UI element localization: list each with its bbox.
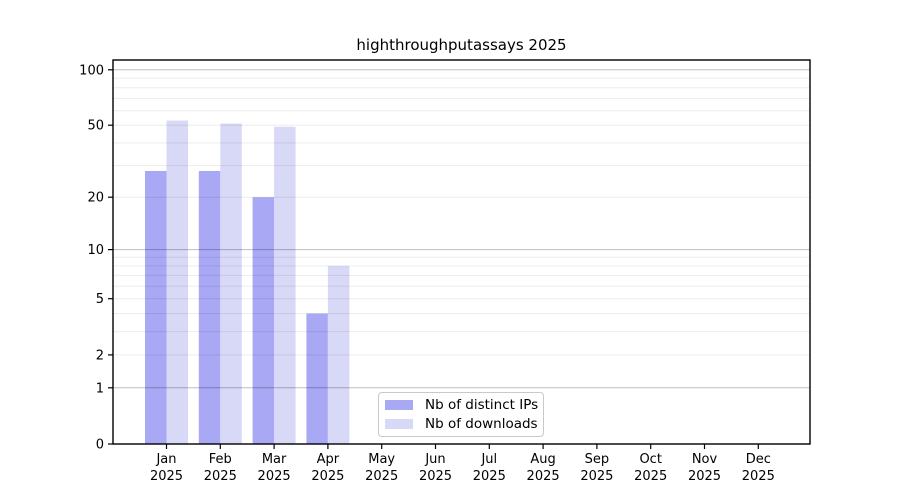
x-tick-label: Dec 2025: [742, 452, 775, 484]
bar-downloads-mar: [274, 126, 296, 445]
chart-legend: Nb of distinct IPs Nb of downloads: [378, 392, 544, 437]
legend-item-downloads: Nb of downloads: [385, 416, 538, 432]
y-tick-label: 10: [87, 243, 104, 258]
x-tick-label: Nov 2025: [688, 452, 721, 484]
bar-downloads-jan: [166, 120, 188, 444]
y-tick-label: 50: [87, 119, 104, 134]
bar-distinct-ips-jan: [145, 171, 167, 444]
y-tick-label: 1: [96, 381, 104, 396]
bar-downloads-feb: [220, 123, 242, 444]
bar-distinct-ips-apr: [306, 313, 328, 444]
x-tick-label: Jan 2025: [150, 452, 183, 484]
x-tick-label: May 2025: [365, 452, 398, 484]
legend-label: Nb of downloads: [425, 416, 538, 432]
y-tick-label: 20: [87, 191, 104, 206]
x-tick-label: Oct 2025: [634, 452, 667, 484]
bar-distinct-ips-feb: [198, 171, 221, 444]
x-tick-label: Aug 2025: [527, 452, 560, 484]
x-tick-label: Mar 2025: [258, 452, 291, 484]
legend-item-distinct-ips: Nb of distinct IPs: [385, 397, 539, 413]
x-tick-label: Apr 2025: [311, 452, 344, 484]
plot-border: [112, 59, 811, 445]
downloads-swatch: [385, 419, 413, 429]
y-tick-label: 5: [96, 292, 104, 307]
x-tick-label: Jul 2025: [473, 452, 506, 484]
chart-title: highthroughputassays 2025: [356, 36, 567, 54]
legend-label: Nb of distinct IPs: [425, 397, 539, 413]
x-tick-label: Jun 2025: [419, 452, 452, 484]
bar-downloads-apr: [327, 265, 350, 444]
x-tick-label: Feb 2025: [204, 452, 237, 484]
bar-distinct-ips-mar: [252, 197, 275, 444]
distinct-ips-swatch: [385, 400, 413, 410]
y-tick-label: 100: [79, 63, 104, 78]
y-tick-label: 2: [96, 348, 104, 363]
y-tick-label: 0: [96, 438, 104, 453]
x-tick-label: Sep 2025: [580, 452, 613, 484]
